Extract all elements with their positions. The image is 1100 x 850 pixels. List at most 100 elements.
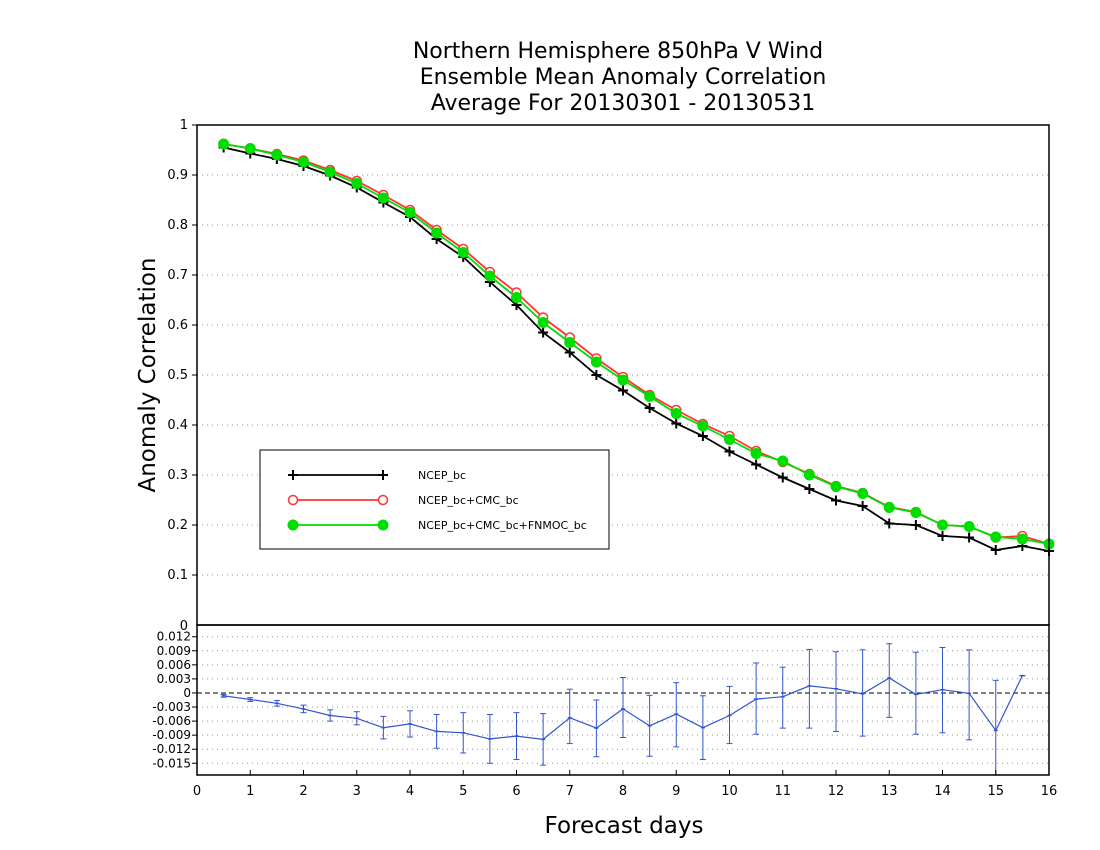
data-point — [750, 448, 762, 459]
data-point — [804, 484, 815, 494]
error-bar — [779, 666, 786, 729]
data-point — [324, 166, 336, 178]
difference-y-ticks: 0.0120.0090.0060.0030-0.003-0.006-0.009-… — [152, 619, 197, 770]
legend: NCEP_bc NCEP_bc+CMC_bc NCEP_bc+CMC_bc+FNMO… — [259, 449, 610, 550]
title-line-2: Ensemble Mean Anomaly Correlation — [420, 65, 827, 90]
data-point — [644, 391, 656, 402]
error-bar — [460, 712, 467, 754]
legend-label: NCEP_bc+CMC_bc+FNMOC_bc — [418, 519, 587, 532]
y-tick-label: -0.009 — [152, 728, 191, 742]
legend-marker — [287, 494, 299, 506]
title-line-3: Average For 20130301 - 20130531 — [431, 91, 816, 116]
y-tick-label: 0.2 — [167, 518, 188, 533]
legend-marker — [377, 519, 389, 531]
data-point — [670, 408, 682, 419]
x-tick-label: 7 — [566, 784, 574, 799]
data-point — [857, 501, 868, 511]
error-bar — [593, 699, 600, 758]
data-point — [803, 469, 815, 481]
data-point — [697, 431, 708, 441]
y-tick-label: 0.8 — [167, 218, 188, 233]
legend-entry: NCEP_bc+CMC_bc — [287, 494, 519, 507]
error-bar — [433, 714, 440, 749]
y-tick-label: 0.012 — [157, 630, 191, 644]
data-point — [271, 149, 283, 161]
error-bar — [939, 647, 946, 734]
data-point — [617, 374, 629, 386]
y-tick-label: 0.7 — [167, 268, 188, 283]
x-tick-label: 15 — [987, 784, 1004, 799]
data-point — [910, 520, 921, 530]
error-bar — [699, 695, 706, 761]
data-point — [404, 207, 416, 218]
error-bar — [833, 651, 839, 732]
legend-marker — [378, 470, 388, 480]
data-point — [484, 270, 496, 282]
data-point — [724, 434, 735, 445]
data-point — [377, 192, 389, 204]
legend-marker — [377, 494, 389, 506]
data-point — [564, 337, 576, 348]
data-point — [857, 488, 869, 499]
error-bar — [327, 709, 334, 722]
legend-marker — [288, 470, 298, 480]
x-tick-label: 3 — [353, 784, 361, 799]
y-tick-label: 0.003 — [157, 672, 191, 686]
legend-marker — [287, 519, 299, 531]
data-point — [1016, 533, 1028, 545]
difference-top-label: 0 — [180, 619, 188, 634]
error-bar — [247, 697, 254, 702]
data-point — [937, 519, 948, 531]
y-axis-label: Anomaly Correlation — [135, 257, 161, 492]
y-tick-label: 0.3 — [167, 468, 188, 483]
error-bar — [380, 715, 387, 740]
data-point — [511, 292, 522, 303]
x-ticks: 0 1 2 3 4 5 6 7 8 9 10 11 12 13 14 15 16 — [193, 770, 1057, 799]
difference-series — [220, 643, 1026, 776]
error-bar — [220, 693, 227, 698]
data-point — [591, 370, 602, 380]
error-bar — [273, 699, 280, 707]
y-tick-label: -0.006 — [152, 714, 191, 728]
error-bar — [566, 688, 573, 745]
y-tick-label: -0.003 — [152, 700, 191, 714]
x-tick-label: 5 — [459, 784, 467, 799]
x-tick-label: 4 — [406, 784, 414, 799]
error-bar — [620, 677, 626, 738]
x-tick-label: 12 — [828, 784, 845, 799]
data-point — [538, 327, 549, 338]
y-tick-label: 0.6 — [167, 318, 188, 333]
error-bar — [300, 704, 307, 714]
legend-entry: NCEP_bc — [288, 469, 466, 482]
data-point — [351, 178, 363, 189]
data-point — [910, 507, 922, 518]
y-tick-label: 0.9 — [167, 168, 188, 183]
data-point — [724, 446, 735, 457]
x-axis-label: Forecast days — [545, 813, 704, 839]
y-tick-label: 0.1 — [167, 568, 188, 583]
legend-entry: NCEP_bc+CMC_bc+FNMOC_bc — [287, 519, 587, 532]
x-tick-label: 14 — [934, 784, 951, 799]
x-tick-label: 1 — [246, 784, 254, 799]
legend-label: NCEP_bc+CMC_bc — [418, 494, 519, 507]
data-point — [618, 385, 628, 396]
y-tick-label: -0.015 — [152, 756, 191, 770]
data-point — [537, 317, 549, 328]
error-bar — [912, 651, 919, 735]
title-line-1: Northern Hemisphere 850hPa V Wind — [413, 39, 823, 64]
data-point — [564, 347, 575, 358]
x-tick-label: 8 — [619, 784, 627, 799]
y-tick-label: 1 — [180, 118, 188, 133]
data-point — [218, 138, 230, 150]
data-point — [244, 143, 256, 154]
data-point — [777, 455, 789, 467]
y-tick-label: -0.012 — [152, 742, 191, 756]
x-tick-label: 13 — [881, 784, 898, 799]
error-bar — [407, 710, 413, 738]
x-tick-label: 0 — [193, 784, 201, 799]
x-tick-label: 16 — [1041, 784, 1058, 799]
data-point — [830, 481, 842, 492]
y-tick-label: 0.009 — [157, 644, 191, 658]
data-point — [298, 156, 309, 168]
